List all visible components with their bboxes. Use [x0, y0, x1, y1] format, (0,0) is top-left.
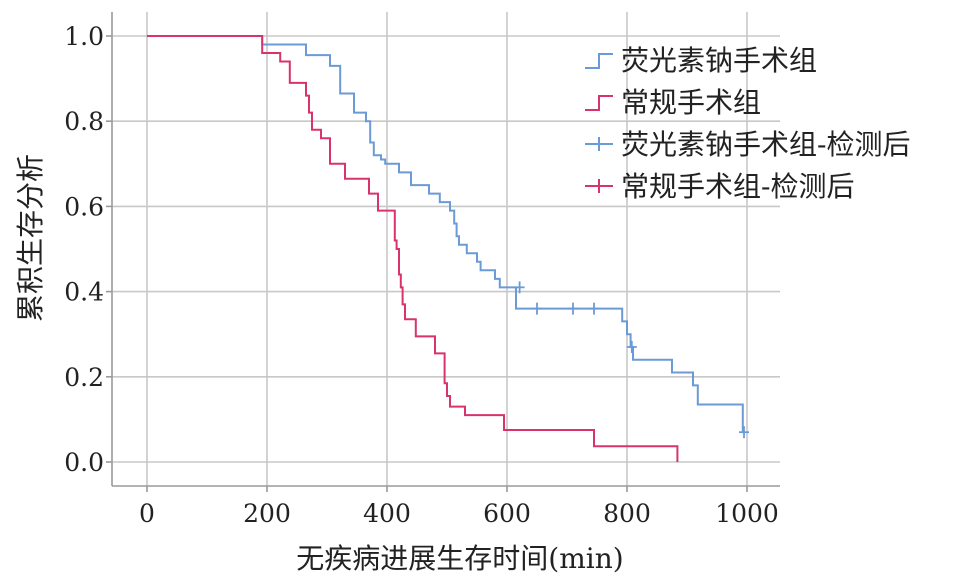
y-tick-label: 1.0	[64, 22, 104, 51]
y-tick-label: 0.8	[64, 107, 104, 136]
legend-item-1: 常规手术组	[585, 86, 761, 119]
x-tick-label: 200	[243, 499, 291, 528]
y-tick-label: 0.6	[64, 192, 104, 221]
censor-mark	[589, 302, 599, 315]
x-tick-label: 800	[603, 499, 651, 528]
tick-labels: 0 200 400 600 800 1000 0.0 0.2 0.4 0.6 0.8 1.0	[64, 22, 779, 528]
censor-mark	[532, 302, 542, 315]
y-axis-title: 累积生存分析	[14, 154, 47, 322]
legend-item-3: 常规手术组-检测后	[585, 170, 854, 203]
x-tick-label: 600	[483, 499, 531, 528]
x-tick-label: 0	[139, 499, 155, 528]
legend-label: 荧光素钠手术组	[621, 44, 817, 77]
legend-step-swatch	[585, 53, 613, 69]
legend-step-swatch	[585, 95, 613, 111]
censor-mark	[739, 426, 749, 439]
series-layer	[147, 35, 749, 462]
censor-mark	[626, 340, 637, 353]
y-tick-label: 0.2	[64, 363, 104, 392]
x-tick-label: 400	[363, 499, 411, 528]
censor-mark	[514, 281, 525, 294]
censor-mark	[568, 302, 578, 315]
legend-label: 常规手术组	[621, 86, 761, 119]
series-line-1	[147, 35, 679, 462]
legend-item-0: 荧光素钠手术组	[585, 44, 817, 77]
y-tick-label: 0.4	[64, 278, 104, 307]
x-axis-title: 无疾病进展生存时间(min)	[296, 542, 623, 575]
x-tick-label: 1000	[715, 499, 779, 528]
legend-label: 荧光素钠手术组-检测后	[621, 128, 910, 161]
axes	[106, 12, 780, 492]
grid-lines	[112, 12, 780, 486]
legend-item-2: 荧光素钠手术组-检测后	[585, 128, 910, 161]
legend-label: 常规手术组-检测后	[621, 170, 854, 203]
y-tick-label: 0.0	[64, 448, 104, 477]
